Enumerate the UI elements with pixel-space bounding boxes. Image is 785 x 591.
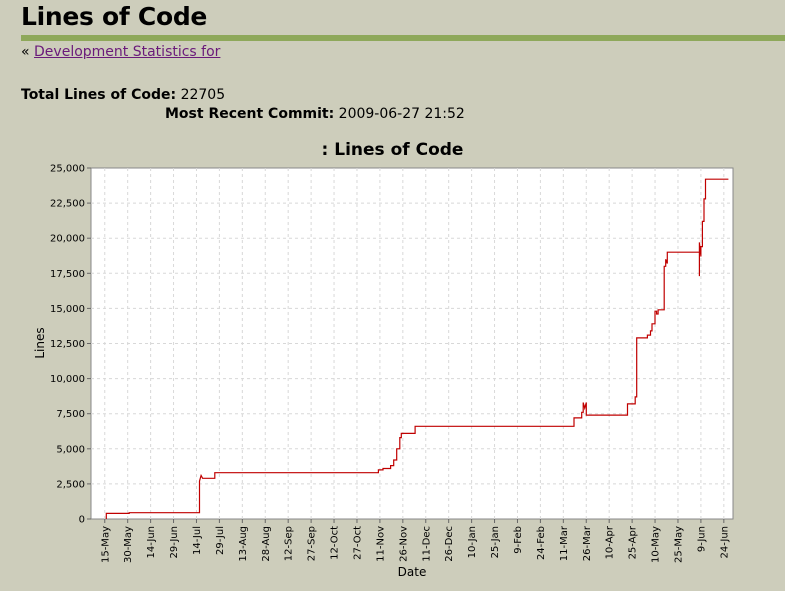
x-tick-label: 24-Feb [536,526,547,560]
y-tick-label: 0 [79,515,85,526]
title-divider [21,35,785,41]
total-lines-stat: Total Lines of Code: 22705 [21,87,225,103]
most-recent-commit-label: Most Recent Commit: [165,106,335,122]
x-tick-label: 11-Nov [375,526,386,562]
x-tick-label: 11-Dec [421,526,432,562]
grid [91,168,733,519]
most-recent-commit-stat: Most Recent Commit: 2009-06-27 21:52 [165,106,465,122]
y-tick-label: 25,000 [50,164,85,175]
x-tick-label: 25-Apr [628,525,639,559]
x-tick-label: 29-Jul [215,526,226,555]
x-tick-label: 25-Jan [490,526,501,558]
x-tick-label: 25-May [673,526,684,563]
x-tick-label: 27-Sep [307,526,318,561]
total-lines-value: 22705 [180,87,226,103]
x-tick-label: 27-Oct [352,526,363,560]
y-axis: 0 2,500 5,000 7,500 10,000 12,500 15,000 17,500… [50,164,91,526]
x-tick-label: 10-Apr [605,525,616,559]
y-tick-label: 10,000 [50,374,85,385]
x-tick-label: 10-May [651,526,662,563]
chart-title: : Lines of Code [321,140,464,160]
y-tick-label: 2,500 [56,479,85,490]
lines-of-code-series-line [105,178,729,519]
x-axis-label: Date [398,565,427,579]
most-recent-commit-value: 2009-06-27 21:52 [338,106,465,122]
x-tick-label: 29-Jun [169,526,180,559]
x-tick-label: 26-Mar [582,525,593,561]
x-tick-label: 14-Jun [146,526,157,559]
x-tick-label: 12-Sep [284,526,295,561]
x-tick-label: 24-Jun [719,526,730,559]
x-tick-label: 14-Jul [192,526,203,555]
y-tick-label: 7,500 [56,409,85,420]
y-tick-label: 12,500 [50,339,85,350]
x-tick-label: 12-Oct [330,526,341,560]
breadcrumb: « Development Statistics for [21,44,220,60]
x-tick-label: 26-Nov [398,526,409,562]
y-tick-label: 22,500 [50,199,85,210]
x-axis: 15-May 30-May 14-Jun 29-Jun 14-Jul 29-Jul 13-A… [100,519,730,563]
x-tick-label: 15-May [100,526,111,563]
page-title: Lines of Code [21,2,208,31]
total-lines-label: Total Lines of Code: [21,87,177,103]
y-tick-label: 15,000 [50,304,85,315]
y-tick-label: 5,000 [56,444,85,455]
breadcrumb-prefix: « [21,44,30,60]
x-tick-label: 26-Dec [444,526,455,562]
y-tick-label: 17,500 [50,269,85,280]
y-axis-label: Lines [33,327,47,358]
x-tick-label: 13-Aug [238,526,249,562]
y-tick-label: 20,000 [50,234,85,245]
series [105,178,729,519]
x-tick-label: 28-Aug [261,526,272,562]
x-tick-label: 30-May [123,526,134,563]
development-statistics-link[interactable]: Development Statistics for [34,44,221,60]
x-tick-label: 11-Mar [559,525,570,561]
x-tick-label: 10-Jan [467,526,478,558]
x-tick-label: 9-Feb [513,526,524,554]
x-tick-label: 9-Jun [696,526,707,552]
